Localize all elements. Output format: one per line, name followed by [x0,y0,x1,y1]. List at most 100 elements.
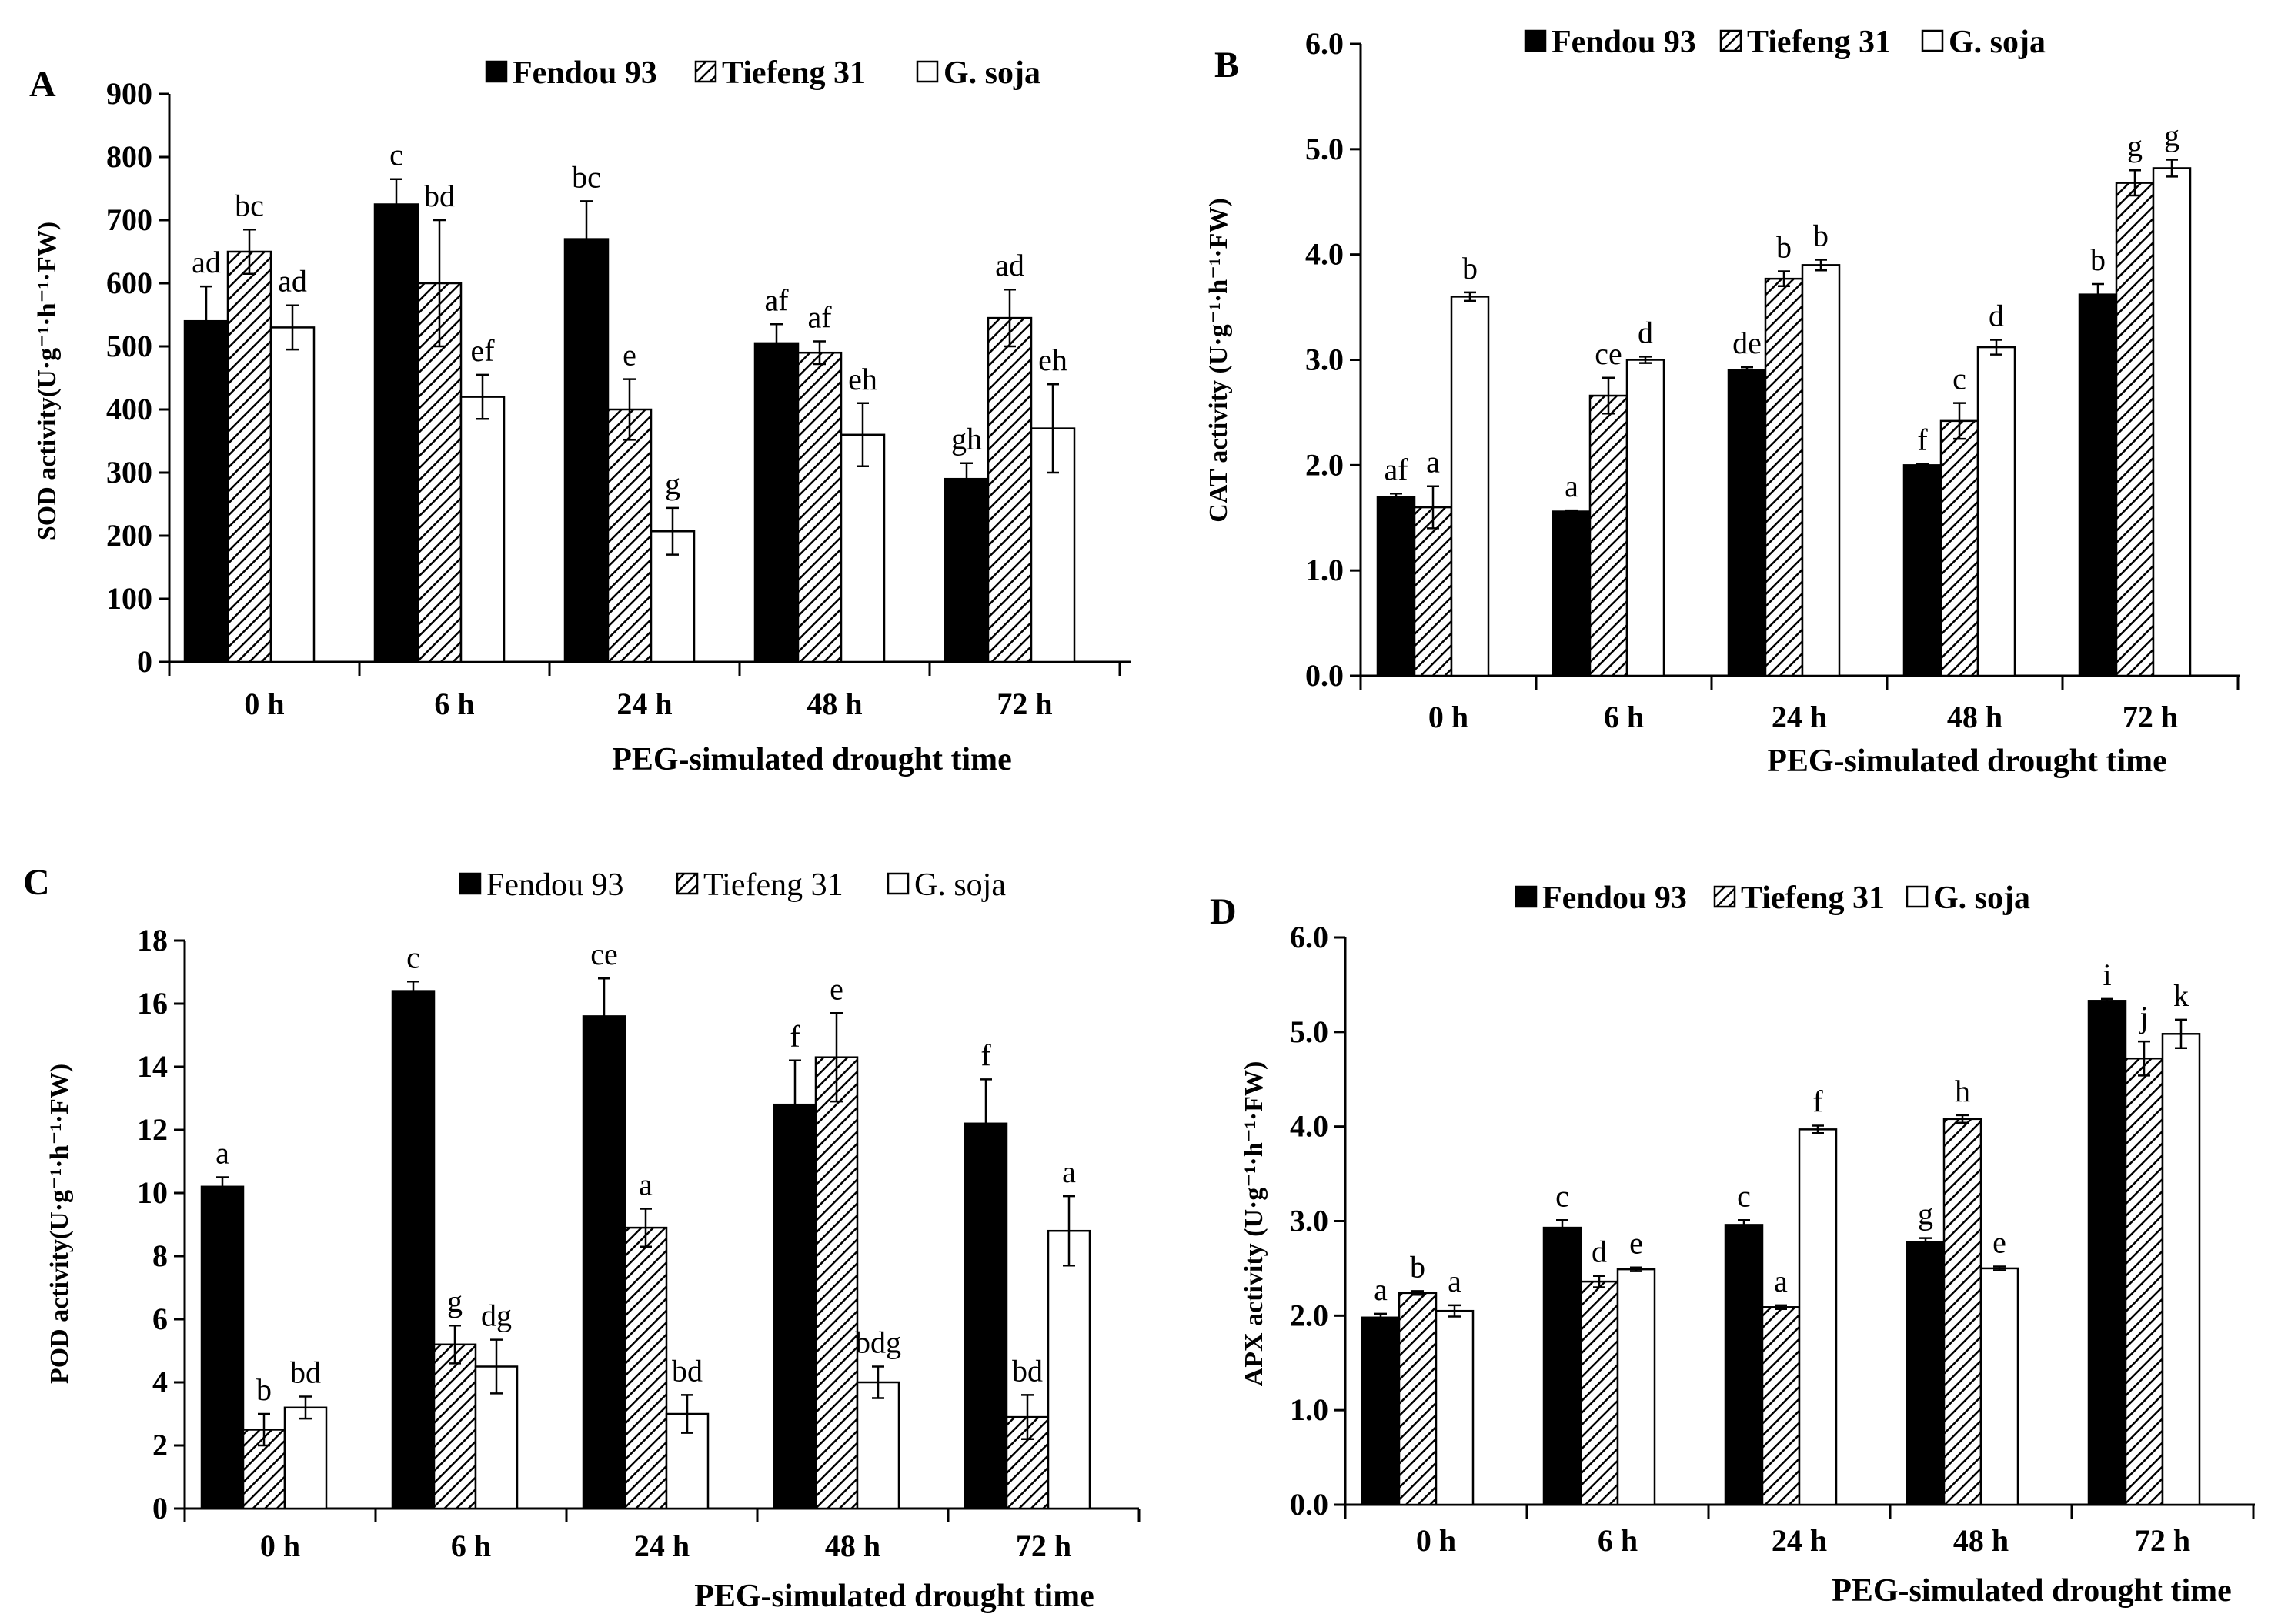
significance-letter: e [1629,1226,1643,1261]
legend-label-g-soja: G. soja [944,55,1040,91]
legend-label-fendou-93: Fendou 93 [513,55,657,91]
x-tick-label: 6 h [1604,700,1644,734]
legend-label-g-soja: G. soja [1949,25,2046,60]
y-tick-label: 200 [106,518,152,553]
bar-fendou-93 [753,342,800,663]
significance-letter: bd [290,1355,321,1389]
y-tick-label: 2 [152,1428,168,1462]
y-tick-label: 0 [152,1491,168,1525]
error-bar [681,1394,693,1434]
error-bar [770,323,783,363]
significance-letter: b [2090,242,2106,277]
error-bar [1411,1290,1424,1296]
bar-fendou-93 [1906,1241,1946,1506]
y-tick-label: 1.0 [1290,1392,1328,1427]
y-tick-label: 6 [152,1302,168,1336]
bar-fendou-93 [391,990,436,1510]
significance-letter: dg [481,1298,512,1333]
error-bar [623,378,636,441]
legend-swatch-g-soja [916,60,939,83]
bar-fendou-93 [1724,1224,1764,1506]
error-bar [490,1338,503,1395]
error-bar [299,1395,312,1420]
bar-g-soja [1616,1268,1656,1506]
x-axis-label: PEG-simulated drought time [1832,1573,2232,1609]
error-bar [1993,1265,2006,1271]
significance-letter: a [1565,469,1578,503]
significance-letter: c [406,940,420,974]
error-bar [1593,1275,1605,1288]
panel-label: A [29,64,56,105]
significance-letter: f [790,1019,800,1054]
y-tick-label: 10 [137,1175,168,1210]
significance-letter: eh [1038,343,1067,377]
x-tick-label: 6 h [451,1529,491,1563]
bar-fendou-93 [1542,1226,1582,1506]
error-bar [1956,1114,1969,1124]
error-bar [1775,1304,1787,1310]
legend-swatch-g-soja [1906,885,1929,908]
error-bar [2092,282,2104,306]
significance-letter: c [389,138,403,172]
error-bar [666,506,679,556]
bar-g-soja [283,1406,328,1510]
error-bar [1602,376,1615,415]
y-tick-label: 3.0 [1290,1204,1328,1238]
chart-apx-activity: D0.01.02.03.04.05.06.00 hab a6 hcd e24 hca… [1210,881,2255,1609]
significance-letter: g [2127,129,2143,163]
error-bar [1919,1237,1932,1247]
error-bar [1556,1219,1568,1237]
significance-letter: g [2164,119,2179,153]
significance-letter: k [2173,978,2189,1013]
bar-g-soja [1047,1229,1091,1510]
bar-fendou-93 [1902,464,1942,677]
bar-tiefeng-31 [1398,1292,1438,1506]
significance-letter: b [1776,230,1792,265]
significance-letter: gh [951,422,982,456]
error-bar [286,304,299,351]
significance-letter: g [665,466,680,501]
significance-letter: ce [590,937,618,971]
bar-fendou-93 [1376,496,1416,677]
legend-label-fendou-93: Fendou 93 [1542,881,1687,916]
y-tick-label: 18 [137,923,168,957]
x-tick-label: 6 h [1598,1523,1638,1558]
error-bar [1374,1312,1387,1322]
error-bar [789,1059,801,1150]
y-tick-label: 700 [106,202,152,237]
x-tick-label: 48 h [1947,700,2002,734]
error-bar [1812,1124,1824,1134]
significance-letter: ad [192,245,221,279]
significance-letter: a [639,1168,653,1202]
error-bar [857,402,869,468]
significance-letter: bc [235,188,264,222]
bar-fendou-93 [183,319,229,663]
legend-label-g-soja: G. soja [1933,881,2030,916]
y-tick-label: 14 [137,1049,168,1084]
significance-letter: bc [572,159,601,194]
y-axis-label: SOD activity(U·g⁻¹·h⁻¹·FW) [33,222,62,540]
error-bar [2101,997,2113,1004]
x-tick-label: 48 h [825,1529,880,1563]
y-axis-label: APX activity (U·g⁻¹·h⁻¹·FW) [1240,1061,1268,1387]
legend-swatch-tiefeng-31 [1719,29,1742,52]
significance-letter: eh [848,362,877,396]
x-tick-label: 72 h [997,687,1052,721]
error-bar [2175,1018,2187,1049]
x-tick-label: 24 h [634,1529,690,1563]
y-tick-label: 6.0 [1290,920,1328,954]
error-bar [1741,366,1753,375]
x-tick-label: 24 h [1772,1523,1827,1558]
x-tick-label: 0 h [260,1529,300,1563]
legend-swatch-fendou-93 [1524,29,1547,52]
legend-label-tiefeng-31: Tiefeng 31 [1747,25,1891,60]
significance-letter: b [256,1372,272,1407]
bar-tiefeng-31 [797,351,843,663]
legend-label-tiefeng-31: Tiefeng 31 [703,867,843,903]
error-bar [243,229,256,275]
error-bar [449,1324,461,1365]
bar-tiefeng-31 [1588,394,1628,677]
error-bar [1916,463,1929,467]
bar-fendou-93 [563,238,610,663]
y-tick-label: 300 [106,455,152,490]
